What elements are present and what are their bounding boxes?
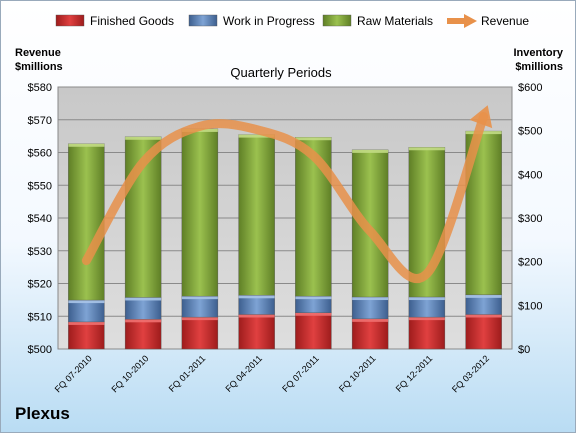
bar-segment-top xyxy=(408,317,445,321)
bar-segment-top xyxy=(238,134,275,138)
right-tick-label: $600 xyxy=(518,82,542,94)
bar-segment xyxy=(124,297,162,320)
legend-label: Work in Progress xyxy=(223,14,315,28)
right-tick-label: $300 xyxy=(518,213,542,225)
company-name: Plexus xyxy=(15,404,70,423)
x-tick-label: FQ 10-2010 xyxy=(110,353,151,394)
bar-segment-top xyxy=(125,319,162,323)
bar-segment xyxy=(68,143,105,301)
bar-segment-top xyxy=(408,147,445,151)
revenue-curve xyxy=(81,111,489,283)
legend-label: Revenue xyxy=(481,14,529,28)
legend-swatch xyxy=(55,14,85,27)
left-axis-title-line2: $millions xyxy=(15,61,63,73)
right-axis-title-line1: Inventory xyxy=(513,47,563,59)
bar-segment-top xyxy=(408,297,445,301)
bar-segment xyxy=(408,296,446,318)
bar-segment-top xyxy=(465,131,502,135)
bar-segment xyxy=(181,316,219,350)
bar-segment xyxy=(238,314,275,350)
right-axis-title-line2: $millions xyxy=(515,61,563,73)
legend-swatch xyxy=(188,14,218,27)
left-tick-label: $540 xyxy=(28,213,52,225)
x-tick-label: FQ 07-2010 xyxy=(53,353,94,394)
bar-segment-top xyxy=(352,297,389,301)
left-tick-label: $550 xyxy=(28,180,52,192)
bar-segment-top xyxy=(68,321,105,325)
bar-segment xyxy=(295,312,332,350)
bar-segment-top xyxy=(295,137,332,141)
left-tick-label: $580 xyxy=(28,82,52,94)
bar-segment-top xyxy=(352,318,389,322)
bar-segment-top xyxy=(238,314,275,318)
bar-segment xyxy=(124,319,162,350)
bar-segment xyxy=(68,299,105,323)
left-tick-label: $570 xyxy=(28,115,52,127)
bar-segment-top xyxy=(68,300,105,304)
bar-segment-top xyxy=(465,314,502,318)
bars xyxy=(68,128,502,350)
left-tick-label: $500 xyxy=(28,344,52,356)
bar-segment-top xyxy=(465,294,502,298)
right-tick-label: $200 xyxy=(518,257,542,269)
legend-arrow xyxy=(464,14,477,28)
bar-segment xyxy=(351,318,389,350)
left-axis-title-line1: Revenue xyxy=(15,47,61,59)
bar-segment-top xyxy=(352,149,389,153)
bar-segment-top xyxy=(125,297,162,301)
bar-segment xyxy=(465,314,502,350)
chart-title: Quarterly Periods xyxy=(230,65,332,80)
bar-segment-top xyxy=(238,295,275,299)
bar-segment-top xyxy=(68,143,105,147)
bar-segment-top xyxy=(295,312,332,316)
revenue-line xyxy=(81,105,493,283)
left-tick-label: $530 xyxy=(28,246,52,258)
bar-segment-top xyxy=(125,136,162,140)
bar-segment xyxy=(408,316,446,350)
legend-swatch xyxy=(322,14,352,27)
bar-segment xyxy=(351,296,389,320)
legend: Finished Goods Work in Progress Raw Materi… xyxy=(55,14,529,28)
bar-segment-top xyxy=(181,296,218,300)
left-tick-label: $520 xyxy=(28,279,52,291)
legend-label: Raw Materials xyxy=(357,14,433,28)
left-tick-label: $510 xyxy=(28,311,52,323)
right-tick-label: $100 xyxy=(518,300,542,312)
left-tick-label: $560 xyxy=(28,148,52,160)
bar-segment xyxy=(181,295,219,318)
x-tick-label: FQ 04-2011 xyxy=(223,353,264,394)
right-tick-label: $400 xyxy=(518,169,542,181)
bar-segment-top xyxy=(295,296,332,300)
bar-segment xyxy=(351,149,389,298)
legend-label: Finished Goods xyxy=(90,14,174,28)
right-tick-label: $500 xyxy=(518,126,542,138)
bar-segment xyxy=(181,128,219,297)
x-tick-label: FQ 10-2011 xyxy=(337,353,378,394)
right-tick-label: $0 xyxy=(518,344,530,356)
bar-segment-top xyxy=(181,317,218,321)
bar-segment xyxy=(68,321,105,350)
x-tick-label: FQ 03-2012 xyxy=(450,353,491,394)
x-tick-label: FQ 07-2011 xyxy=(280,353,321,394)
x-tick-label: FQ 01-2011 xyxy=(167,353,208,394)
bar-segment xyxy=(238,134,275,296)
x-tick-label: FQ 12-2011 xyxy=(394,353,435,394)
revenue-arrowhead xyxy=(469,105,493,129)
